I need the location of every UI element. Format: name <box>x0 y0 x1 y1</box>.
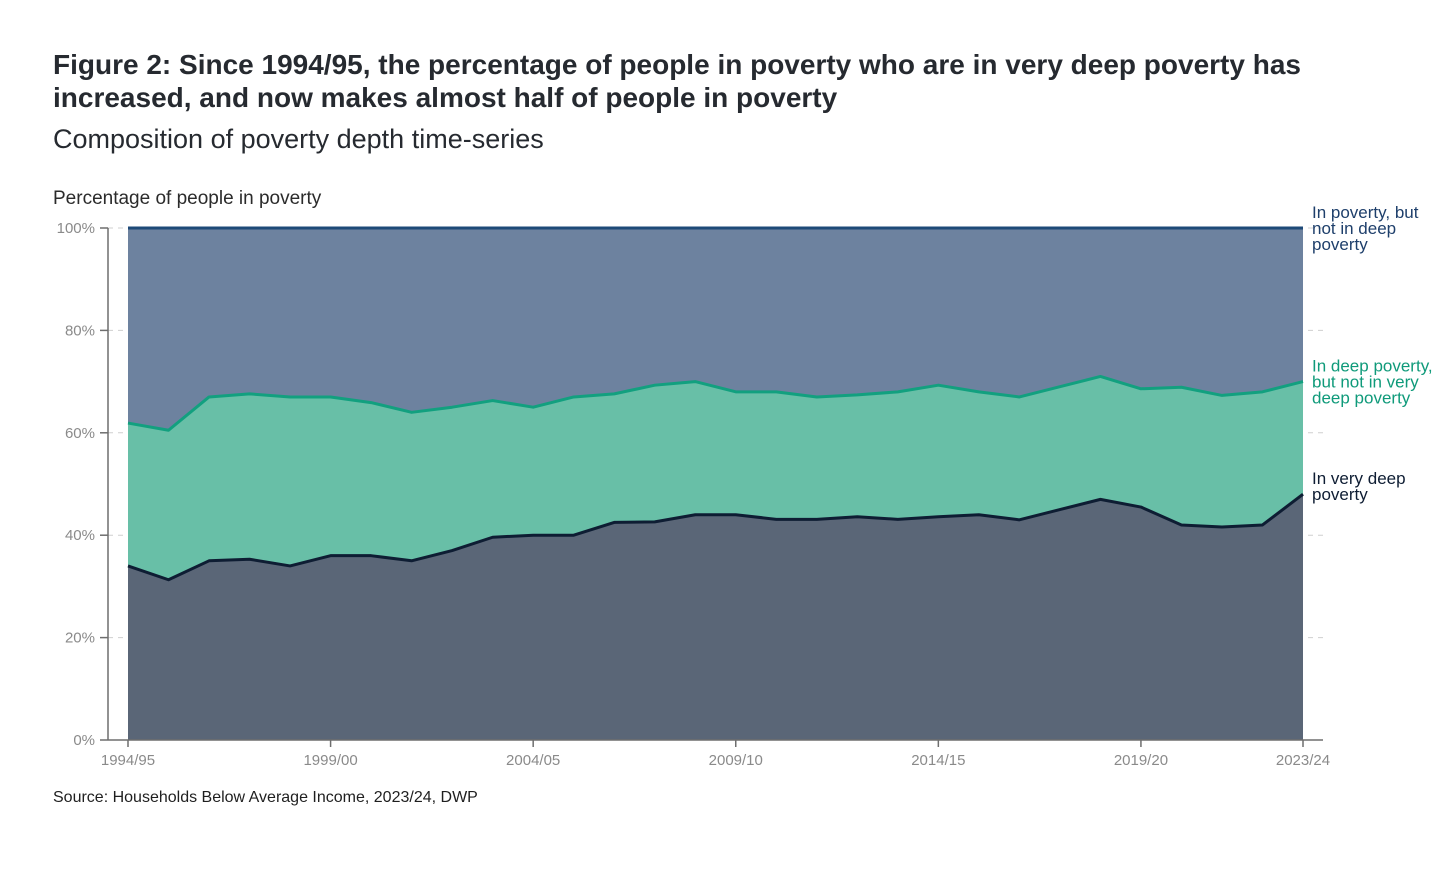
area-series <box>128 228 1303 740</box>
x-tick-label: 2019/20 <box>1114 752 1168 769</box>
y-tick-label: 40% <box>65 527 95 544</box>
x-tick-label: 2023/24 <box>1276 752 1330 769</box>
y-tick-labels: 0% 20% 40% 60% 80% 100% <box>57 220 95 749</box>
area-0 <box>128 494 1303 740</box>
series-lines <box>127 226 1304 582</box>
x-tick-label: 1994/95 <box>101 752 155 769</box>
y-tick-label: 100% <box>57 220 95 237</box>
y-axis-label: Percentage of people in poverty <box>53 188 322 209</box>
y-tick-label: 20% <box>65 630 95 647</box>
end-label-line: In very deep <box>1312 469 1406 488</box>
axes <box>100 227 1323 747</box>
area-2 <box>128 228 1303 431</box>
end-label-line: not in deep <box>1312 219 1396 238</box>
x-tick-label: 2004/05 <box>506 752 560 769</box>
x-tick-labels: 1994/95 1999/00 2004/05 2009/10 2014/15 2019/… <box>101 752 1330 769</box>
y-tick-label: 60% <box>65 425 95 442</box>
area-1 <box>128 376 1303 580</box>
end-label-line: but not in very <box>1312 373 1419 392</box>
x-tick-label: 2009/10 <box>709 752 763 769</box>
end-label-line: deep poverty <box>1312 389 1411 408</box>
source-note: Source: Households Below Average Income,… <box>53 789 478 806</box>
end-label-line: poverty <box>1312 235 1368 254</box>
y-tick-label: 0% <box>73 732 95 749</box>
end-label-line: In deep poverty, <box>1312 357 1433 376</box>
series-line-1 <box>127 374 1304 432</box>
x-tick-label: 2014/15 <box>911 752 965 769</box>
end-label-line: In poverty, but <box>1312 203 1419 222</box>
chart-title: Figure 2: Since 1994/95, the percentage … <box>53 49 1301 113</box>
y-tick-label: 80% <box>65 322 95 339</box>
series-line-0 <box>127 493 1304 582</box>
x-tick-label: 1999/00 <box>303 752 357 769</box>
end-label-line: poverty <box>1312 485 1368 504</box>
chart-subtitle: Composition of poverty depth time-series <box>53 124 544 154</box>
